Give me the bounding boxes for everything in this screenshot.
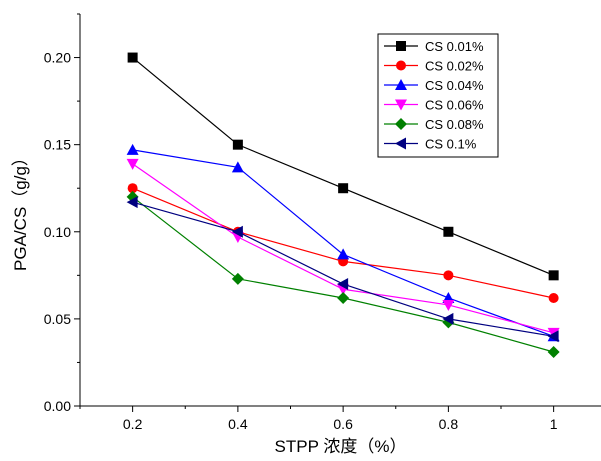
legend-item: CS 0.1% <box>384 137 477 152</box>
series <box>127 52 559 281</box>
data-point <box>127 183 138 194</box>
legend-marker <box>396 60 406 71</box>
data-point <box>338 183 349 194</box>
legend-item: CS 0.01% <box>384 39 484 54</box>
series-line <box>132 149 554 337</box>
legend-box <box>377 33 499 158</box>
y-tick-label: 0.15 <box>44 137 71 153</box>
y-tick-label: 0.10 <box>44 224 71 240</box>
data-point <box>442 299 455 311</box>
x-tick-label: 0.2 <box>123 416 143 432</box>
x-tick-label: 1 <box>550 416 558 432</box>
y-tick-label: 0.00 <box>44 398 71 414</box>
data-point <box>232 139 243 150</box>
legend-item: CS 0.06% <box>384 98 484 113</box>
legend-label: CS 0.04% <box>425 78 484 93</box>
legend-marker <box>395 137 406 150</box>
y-tick-label: 0.20 <box>44 50 71 66</box>
legend-item: CS 0.02% <box>384 59 484 74</box>
series <box>126 190 560 358</box>
data-point <box>547 345 560 358</box>
legend-label: CS 0.06% <box>425 98 484 113</box>
x-axis-title: STPP 浓度（%） <box>275 437 407 456</box>
legend: CS 0.01% CS 0.02% CS 0.04% CS 0.06% CS 0.08%… <box>377 33 499 158</box>
data-point <box>126 196 138 209</box>
legend-marker <box>396 41 406 51</box>
x-tick-label: 0.4 <box>228 416 248 432</box>
data-point <box>548 270 559 281</box>
data-point <box>337 248 350 260</box>
data-point <box>443 270 454 281</box>
data-point <box>231 161 244 173</box>
data-point <box>231 272 244 285</box>
legend-marker <box>395 118 407 130</box>
legend-marker <box>395 79 407 90</box>
series-layer <box>126 52 560 358</box>
data-point <box>231 225 243 238</box>
legend-label: CS 0.1% <box>425 137 477 152</box>
axes: 0.00 0.05 0.10 0.15 0.20 0.2 0.4 0.6 0.8 1 <box>44 13 601 432</box>
data-point <box>127 52 138 63</box>
series <box>126 196 559 343</box>
x-tick-label: 0.8 <box>439 416 459 432</box>
y-axis-title: PGA/CS（g/g） <box>11 149 30 271</box>
legend-item: CS 0.04% <box>384 78 484 93</box>
data-point <box>126 143 139 155</box>
data-point <box>442 312 454 325</box>
legend-label: CS 0.01% <box>425 39 484 54</box>
y-tick-label: 0.05 <box>44 311 71 327</box>
legend-label: CS 0.02% <box>425 59 484 74</box>
legend-item: CS 0.08% <box>384 117 484 132</box>
legend-label: CS 0.08% <box>425 117 484 132</box>
data-point <box>547 330 559 343</box>
data-point <box>337 291 350 304</box>
data-point <box>126 158 139 170</box>
data-point <box>548 292 559 303</box>
x-tick-label: 0.6 <box>333 416 353 432</box>
legend-marker <box>395 99 407 111</box>
data-point <box>443 226 454 237</box>
data-point <box>337 278 349 291</box>
